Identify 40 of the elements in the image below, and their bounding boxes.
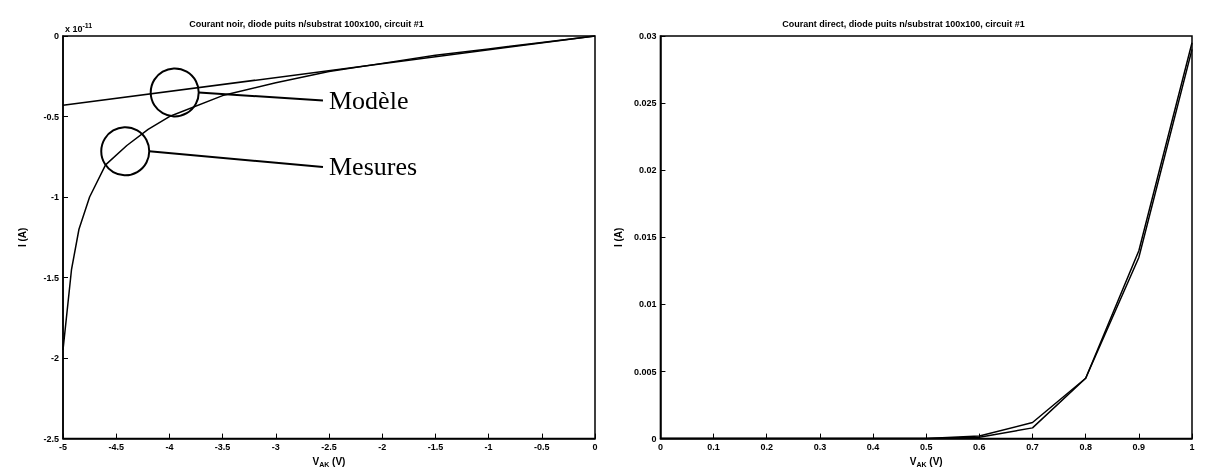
x-tick-label: -4.5 xyxy=(108,442,124,453)
y-tick-label: 0 xyxy=(651,433,657,444)
y-tick-label: -1.5 xyxy=(43,272,59,283)
x-tick-label: -2 xyxy=(378,442,387,453)
x-tick-label: -0.5 xyxy=(534,442,550,453)
y-tick-label: 0.01 xyxy=(638,299,657,310)
y-tick-label: -2.5 xyxy=(43,433,59,444)
x-tick-label: -2.5 xyxy=(321,442,337,453)
chart-title: Courant noir, diode puits n/substrat 100x100, circuit #1 xyxy=(189,18,424,29)
x-tick-label: 0.7 xyxy=(1026,442,1039,453)
x-tick-label: 0.1 xyxy=(707,442,720,453)
x-tick-label: 0.9 xyxy=(1132,442,1146,453)
y-tick-label: 0.015 xyxy=(633,232,657,243)
x-tick-label: -3.5 xyxy=(214,442,231,453)
x-tick-label: 0.6 xyxy=(973,442,986,453)
y-tick-label: 0.03 xyxy=(638,31,657,41)
chart-title: Courant direct, diode puits n/substrat 100x100, circuit #1 xyxy=(782,18,1025,29)
y-tick-label: 0.005 xyxy=(633,366,657,377)
y-tick-label: 0.025 xyxy=(633,98,657,109)
y-tick-label: 0.02 xyxy=(638,165,657,176)
x-tick-label: -1.5 xyxy=(427,442,444,453)
x-tick-label: 0.3 xyxy=(813,442,827,453)
x-tick-label: 0 xyxy=(592,442,598,453)
y-axis-title: I (A) xyxy=(16,227,28,248)
y-tick-label: -0.5 xyxy=(43,111,59,122)
x-tick-label: 0.4 xyxy=(866,442,880,453)
x-tick-label: 0.5 xyxy=(919,442,933,453)
x-tick-label: -5 xyxy=(58,442,68,453)
x-tick-label: 1 xyxy=(1189,442,1195,453)
annotation: Modèle xyxy=(329,85,409,115)
y-tick-label: -1 xyxy=(50,192,59,203)
x-tick-label: 0.2 xyxy=(760,442,773,453)
x-tick-label: -4 xyxy=(165,442,174,453)
y-axis-title: I (A) xyxy=(612,227,624,248)
x-tick-label: -1 xyxy=(484,442,493,453)
annotation: Mesures xyxy=(329,152,418,182)
y-tick-label: -2 xyxy=(50,353,59,364)
y-tick-label: 0 xyxy=(53,31,59,41)
x-tick-label: -3 xyxy=(271,442,280,453)
x-tick-label: 0.8 xyxy=(1079,442,1092,453)
